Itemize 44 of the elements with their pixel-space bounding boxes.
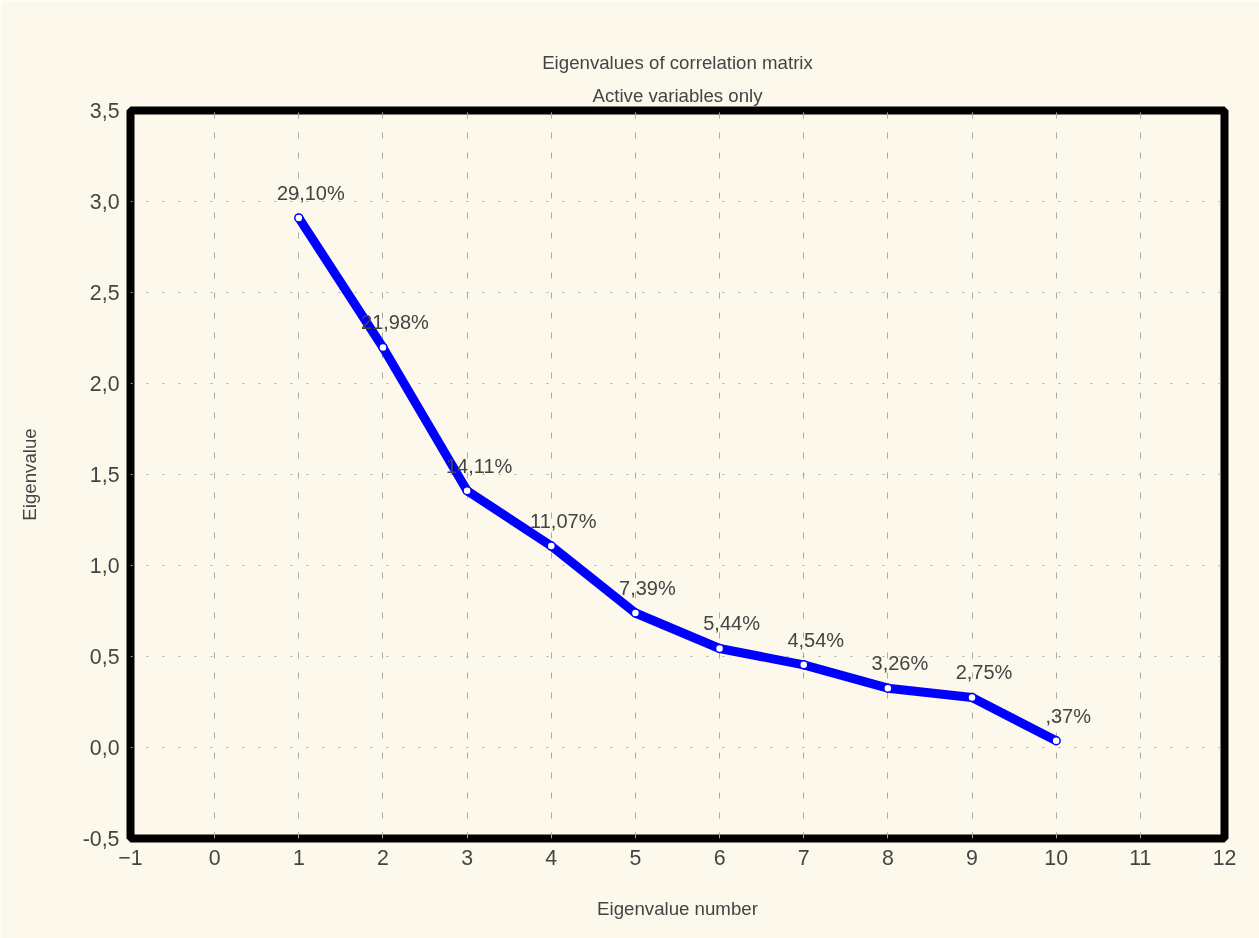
y-tick-label: 1,5 bbox=[89, 463, 120, 487]
x-tick-label: 2 bbox=[377, 845, 389, 870]
y-tick-label: 3,0 bbox=[89, 190, 120, 214]
point bbox=[630, 608, 641, 618]
point bbox=[378, 342, 388, 353]
x-axis-title: Eigenvalue number bbox=[597, 897, 758, 919]
point bbox=[714, 643, 725, 654]
annotation: 11,07% bbox=[530, 510, 597, 533]
chart-subtitle: Active variables only bbox=[592, 84, 764, 106]
y-tick-label: 3,5 bbox=[89, 99, 120, 123]
point bbox=[883, 683, 893, 693]
y-tick-label: 0,0 bbox=[89, 736, 120, 760]
point bbox=[546, 541, 557, 551]
point bbox=[1051, 736, 1061, 746]
point bbox=[462, 485, 472, 496]
annotation: 2,75% bbox=[955, 661, 1013, 684]
annotation: 7,39% bbox=[619, 577, 676, 599]
y-tick-label: -0,5 bbox=[82, 827, 120, 851]
y-tick-label: 2,5 bbox=[89, 281, 120, 305]
y-tick-label: 1,0 bbox=[89, 554, 120, 578]
x-tick-label: 9 bbox=[966, 845, 978, 870]
y-tick-label: 2,0 bbox=[89, 372, 120, 396]
x-tick-label: 7 bbox=[797, 845, 810, 870]
annotation: 5,44% bbox=[703, 612, 761, 635]
y-axis-title: Eigenvalue bbox=[18, 428, 40, 521]
x-tick-label: 5 bbox=[629, 845, 642, 870]
x-tick-label: 8 bbox=[881, 845, 894, 870]
y-tick-label: 0,5 bbox=[89, 645, 120, 669]
annotation: 4,54% bbox=[787, 628, 845, 651]
x-tick-label: 3 bbox=[461, 845, 474, 870]
x-tick-label: −1 bbox=[118, 845, 143, 870]
x-tick-label: 10 bbox=[1044, 845, 1069, 870]
annotation: ,37% bbox=[1045, 704, 1092, 727]
x-tick-label: 1 bbox=[292, 845, 305, 870]
x-tick-label: 6 bbox=[713, 845, 726, 870]
x-tick-label: 4 bbox=[545, 845, 558, 870]
point bbox=[294, 213, 304, 223]
point bbox=[967, 692, 977, 703]
x-tick-label: 12 bbox=[1212, 845, 1237, 870]
annotation: 3,26% bbox=[871, 652, 929, 675]
chart-title: Eigenvalues of correlation matrix bbox=[542, 51, 814, 73]
annotation: 29,10% bbox=[276, 181, 345, 204]
x-tick-label: 0 bbox=[208, 845, 221, 870]
x-tick-label: 11 bbox=[1129, 845, 1152, 870]
